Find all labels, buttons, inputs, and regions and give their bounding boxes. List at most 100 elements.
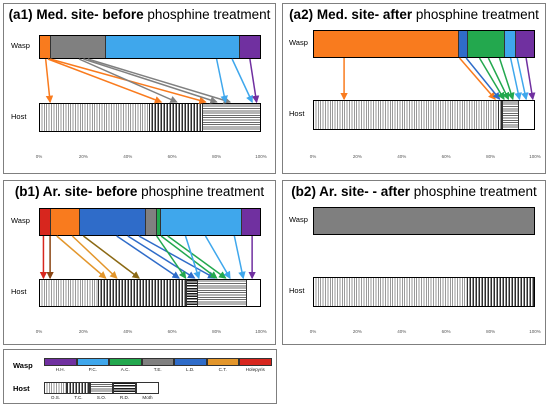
link-arrow [516, 57, 529, 101]
link-arrow [204, 235, 231, 280]
axis-tick-label: 80% [212, 329, 222, 334]
wasp-bar-segment [160, 209, 243, 235]
legend-wasp-swatch [141, 358, 174, 366]
axis-tick-label: 0% [309, 154, 317, 159]
link-arrow [44, 58, 54, 104]
axis-tick-label: 40% [123, 329, 133, 334]
legend-wasp-swatch [76, 358, 109, 366]
axis-tick-label: 100% [529, 329, 541, 334]
wasp-bar-segment [51, 209, 80, 235]
legend-wasp-label-text: H.H. [55, 367, 65, 372]
legend-wasp-swatch [174, 358, 207, 366]
axis-tick-label: 60% [167, 154, 177, 159]
panel-a2: (a2) Med. site- after phosphine treatmen… [282, 3, 546, 174]
legend-wasp-label: Wasp [13, 361, 33, 370]
host-row-label: Host [11, 111, 27, 121]
link-arrow [138, 235, 216, 279]
panel-title: (a2) Med. site- after phosphine treatmen… [289, 7, 539, 22]
link-arrows [39, 235, 256, 280]
legend-wasp-label-text: T.E. [153, 367, 162, 372]
legend-wasp-label-text: C.T. [218, 367, 227, 372]
host-bar-segment [187, 280, 199, 306]
legend-host-label-text: O.S. [50, 395, 61, 400]
axis-tick-label: 40% [397, 329, 407, 334]
axis-tick-label: 0% [35, 154, 43, 159]
wasp-stacked-bar [39, 208, 261, 236]
legend-wasp-label-text: L.D. [186, 367, 195, 372]
legend-host-label-text: R.D. [119, 395, 130, 400]
host-bar-segment [202, 104, 260, 131]
link-arrow [458, 57, 496, 100]
link-arrow [116, 235, 180, 279]
legend-host-swatch [136, 382, 159, 394]
wasp-bar-segment [516, 31, 534, 57]
host-bar-segment [498, 101, 504, 129]
axis-tick-label: 60% [441, 154, 451, 159]
link-arrow [465, 57, 501, 100]
host-stacked-bar [313, 100, 535, 130]
axis-tick-label: 20% [78, 329, 88, 334]
axis-tick-label: 100% [255, 154, 267, 159]
link-arrows [44, 58, 260, 104]
wasp-bar-segment [459, 31, 468, 57]
wasp-bar-segment [242, 209, 260, 235]
link-arrow [487, 57, 510, 101]
wasp-bar-segment [145, 209, 157, 235]
link-arrow [498, 57, 515, 101]
panel-b2: (b2) Ar. site- - after phosphine treatme… [282, 180, 546, 345]
link-arrow [83, 58, 218, 104]
wasp-bar-segment [314, 208, 534, 234]
wasp-bar-segment [40, 209, 51, 235]
panel-a1: (a1) Med. site- before phosphine treatme… [3, 3, 276, 174]
axis-tick-label: 20% [78, 154, 88, 159]
wasp-stacked-bar [313, 30, 535, 58]
axis-tick-label: 80% [486, 154, 496, 159]
legend-wasp-swatch [206, 358, 239, 366]
wasp-bar-segment [106, 36, 241, 58]
host-bar-segment [518, 101, 534, 129]
wasp-row-label: Wasp [11, 216, 30, 225]
legend-host-label-text: S.O. [96, 395, 107, 400]
axis-tick-label: 60% [167, 329, 177, 334]
legend-wasp-swatch [44, 358, 77, 366]
legend-host-label-text: T.C. [74, 395, 83, 400]
host-row-label: Host [289, 109, 305, 118]
panel-title: (b1) Ar. site- before phosphine treatmen… [14, 184, 265, 199]
axis-tick-label: 100% [529, 154, 541, 159]
wasp-bar-segment [156, 209, 161, 235]
host-bar-segment [40, 280, 100, 306]
link-arrow [71, 235, 118, 279]
host-stacked-bar [39, 103, 261, 132]
link-arrow [233, 235, 246, 280]
wasp-bar-segment [314, 31, 460, 57]
legend-host-swatch [90, 382, 113, 394]
link-arrow [78, 58, 178, 103]
axis-tick-label: 20% [352, 154, 362, 159]
host-bar-segment [99, 280, 188, 306]
wasp-stacked-bar [39, 35, 261, 59]
wasp-stacked-bar [313, 207, 535, 235]
legend-wasp-label-text: P.C. [88, 367, 97, 372]
axis-tick-label: 100% [255, 329, 267, 334]
panel-b1: (b1) Ar. site- before phosphine treatmen… [3, 180, 276, 345]
host-row-label: Host [11, 287, 27, 296]
link-arrow [156, 235, 187, 280]
legend-host-swatch [113, 382, 136, 394]
link-arrow [167, 235, 227, 279]
legend-wasp-swatch [109, 358, 142, 366]
wasp-bar-segment [51, 36, 106, 58]
axis-tick-label: 40% [123, 154, 133, 159]
axis-tick-label: 60% [441, 329, 451, 334]
host-bar-segment [468, 278, 534, 306]
legend-wasp-swatch [239, 358, 272, 366]
wasp-bar-segment [505, 31, 517, 57]
link-arrow [82, 235, 140, 279]
wasp-bar-segment [240, 36, 260, 58]
wasp-row-label: Wasp [11, 41, 30, 50]
link-arrow [87, 58, 232, 104]
wasp-row-label: Wasp [289, 38, 308, 47]
axis-tick-label: 20% [352, 329, 362, 334]
link-arrow [160, 235, 218, 279]
host-stacked-bar [39, 279, 261, 307]
link-arrow [215, 58, 228, 104]
